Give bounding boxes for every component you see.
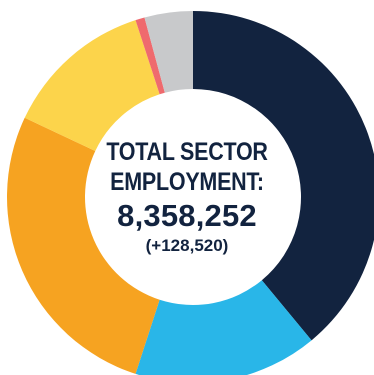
donut-slice-6 xyxy=(144,11,193,93)
donut-slice-3 xyxy=(7,117,160,374)
center-label: TOTAL SECTOR EMPLOYMENT: 8,358,252 (+128… xyxy=(87,138,287,255)
donut-slice-2 xyxy=(135,280,312,375)
donut-slice-1 xyxy=(193,11,374,341)
donut-slice-4 xyxy=(24,20,160,152)
total-employment-value: 8,358,252 xyxy=(117,198,257,233)
donut-slice-5 xyxy=(135,17,165,95)
employment-change-value: (+128,520) xyxy=(145,236,229,255)
center-title-line-1: TOTAL SECTOR xyxy=(106,138,268,166)
center-title-line-2: EMPLOYMENT: xyxy=(110,168,264,196)
